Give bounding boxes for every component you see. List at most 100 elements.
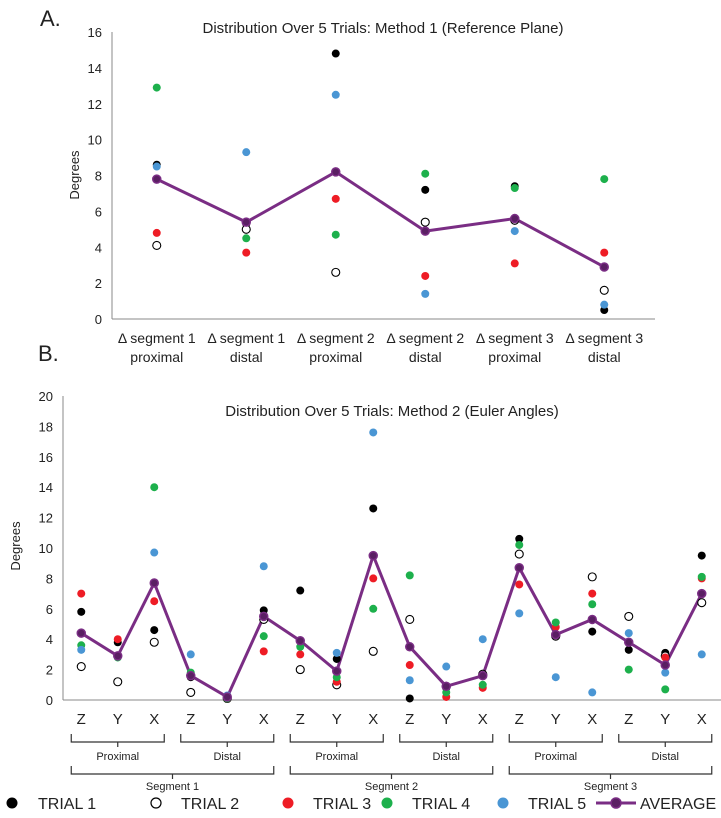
a-trial3-point [242, 248, 251, 257]
b-trial5-point [442, 662, 451, 671]
b-trial4-point [515, 540, 524, 549]
b-trial1-point [369, 504, 378, 513]
b-subgroup-bracket [289, 734, 384, 747]
a-average-point [241, 217, 251, 227]
a-trial5-point [242, 148, 251, 157]
b-trial3-point [77, 589, 86, 598]
a-average-point [510, 213, 520, 224]
a-category-label: proximal [309, 349, 362, 365]
b-subgroup-bracket [180, 734, 275, 747]
a-category-label: Δ segment 2 [297, 330, 375, 346]
b-trial1-point [405, 694, 414, 703]
b-y-tick-label: 2 [46, 663, 53, 678]
a-y-tick-label: 0 [95, 312, 102, 327]
legend: TRIAL 1 TRIAL 2 TRIAL 3 TRIAL 4 TRIAL 5 … [6, 796, 716, 813]
b-trial2-point [405, 614, 415, 624]
b-trial5-point [150, 548, 159, 557]
b-subgroup-label: Distal [213, 751, 241, 763]
b-category-label: Z [296, 711, 305, 728]
legend-trial3-marker [282, 797, 294, 809]
b-trial4-point [150, 483, 159, 492]
a-category-label: Δ segment 1 [207, 330, 285, 346]
b-trial5-point [661, 668, 670, 677]
b-category-label: Y [113, 711, 123, 728]
b-trial2-point [76, 662, 86, 672]
b-average-point [405, 642, 415, 652]
a-average-point [331, 167, 341, 177]
b-trial3-point [296, 650, 305, 659]
b-category-label: Y [222, 711, 232, 728]
a-category-label: Δ segment 3 [565, 330, 643, 346]
b-category-label: X [149, 711, 159, 728]
b-trial2-point [368, 646, 378, 656]
b-category-label: Z [624, 711, 633, 728]
b-average-point [222, 692, 232, 702]
chart-b-y-axis-label: Degrees [8, 521, 23, 571]
a-category-label: proximal [130, 349, 183, 365]
chart-a-title: Distribution Over 5 Trials: Method 1 (Re… [203, 20, 564, 37]
b-trial4-point [405, 571, 414, 580]
a-trial4-point [242, 234, 251, 243]
b-y-tick-label: 12 [39, 511, 53, 526]
a-trial5-point [421, 289, 430, 298]
b-trial2-point [113, 677, 123, 687]
b-trial3-point [369, 574, 378, 583]
b-trial4-point [588, 600, 597, 609]
b-average-line [80, 554, 704, 699]
a-trial3-point [331, 194, 340, 203]
legend-trial4-marker [381, 797, 393, 809]
a-trial1-point [331, 49, 340, 58]
b-category-label: Y [660, 711, 670, 728]
b-trial3-point [150, 597, 159, 606]
a-trial4-point [152, 83, 161, 92]
a-category-label: distal [588, 349, 621, 365]
b-trial5-point [588, 688, 597, 697]
b-trial1-point [77, 607, 86, 616]
b-category-label: Z [77, 711, 86, 728]
a-trial3-point [600, 248, 609, 257]
b-trial2-point [186, 687, 196, 697]
a-trial3-point [421, 271, 430, 280]
b-trial1-point [296, 586, 305, 595]
chart-b: B. Distribution Over 5 Trials: Method 2 … [8, 341, 721, 793]
a-y-tick-label: 8 [95, 169, 102, 184]
b-category-label: Y [551, 711, 561, 728]
a-trial3-point [510, 259, 519, 268]
b-y-tick-label: 10 [39, 541, 53, 556]
b-y-tick-label: 8 [46, 571, 53, 586]
b-trial4-point [624, 665, 633, 674]
b-trial3-point [515, 580, 524, 589]
b-segment-label: Segment 1 [146, 781, 199, 793]
b-subgroup-label: Distal [432, 751, 460, 763]
b-trial3-point [588, 589, 597, 598]
chart-a: A. Distribution Over 5 Trials: Method 1 … [40, 6, 655, 365]
b-subgroup-label: Proximal [534, 751, 577, 763]
b-trial4-point [478, 680, 487, 689]
b-trial5-point [515, 609, 524, 618]
b-average-point [478, 670, 488, 681]
b-trial1-point [515, 534, 524, 543]
legend-trial2-marker [150, 797, 162, 809]
b-trial1-point [697, 551, 706, 560]
b-subgroup-label: Proximal [96, 751, 139, 763]
b-trial5-point [77, 645, 86, 654]
a-trial4-point [331, 230, 340, 239]
b-subgroup-bracket [508, 734, 603, 747]
b-category-label: X [259, 711, 269, 728]
a-category-label: proximal [488, 349, 541, 365]
a-trial5-point [510, 227, 519, 236]
b-y-tick-label: 4 [46, 632, 53, 647]
b-trial5-point [478, 635, 487, 644]
b-segment-bracket [289, 766, 494, 779]
b-y-tick-label: 16 [39, 450, 53, 465]
b-segment-bracket [508, 766, 713, 779]
b-trial4-point [551, 618, 560, 627]
legend-trial5-label: TRIAL 5 [528, 796, 586, 813]
b-category-label: X [478, 711, 488, 728]
b-average-point [514, 563, 524, 573]
a-category-label: Δ segment 1 [118, 330, 196, 346]
b-subgroup-bracket [399, 734, 494, 747]
b-trial2-point [514, 549, 524, 559]
b-average-point [76, 628, 86, 638]
a-trial4-point [421, 169, 430, 178]
